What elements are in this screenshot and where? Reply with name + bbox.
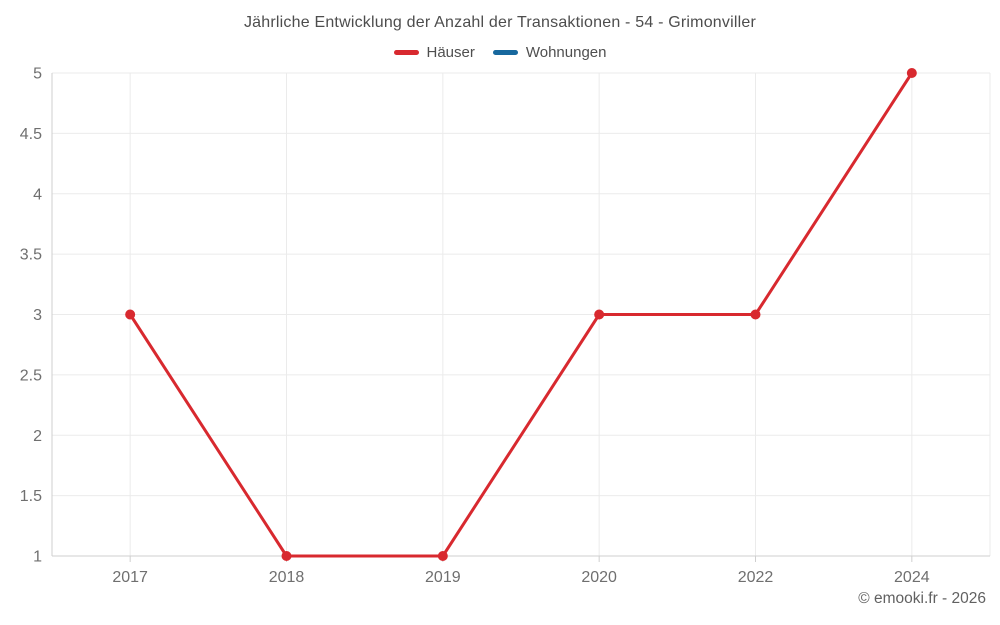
y-tick-label: 4 (33, 186, 42, 203)
data-point-hauser-2017[interactable] (125, 309, 136, 320)
y-tick-label: 1 (33, 549, 42, 566)
y-tick-label: 4.5 (20, 126, 42, 143)
legend-swatch-wohnungen (492, 50, 518, 55)
y-tick-label: 3.5 (20, 247, 42, 264)
y-tick-label: 3 (33, 307, 42, 324)
legend: Häuser Wohnungen (0, 44, 1000, 61)
legend-swatch-hauser (393, 50, 419, 55)
copyright: © emooki.fr - 2026 (858, 590, 986, 607)
x-tick-label: 2018 (269, 569, 305, 586)
legend-item-hauser[interactable]: Häuser (393, 44, 475, 61)
series-line-hauser (128, 71, 914, 558)
y-tick-label: 5 (33, 66, 42, 83)
data-point-hauser-2019[interactable] (437, 551, 448, 561)
data-point-hauser-2018[interactable] (281, 551, 292, 561)
legend-label: Wohnungen (525, 44, 607, 61)
x-tick-label: 2024 (894, 569, 930, 586)
data-point-hauser-2024[interactable] (906, 68, 917, 78)
y-tick-label: 2.5 (20, 367, 42, 384)
y-tick-label: 1.5 (20, 488, 42, 505)
x-tick-label: 2017 (112, 569, 148, 586)
data-point-hauser-2020[interactable] (594, 309, 605, 320)
legend-item-wohnungen[interactable]: Wohnungen (492, 44, 607, 61)
y-tick-label: 2 (33, 428, 42, 445)
data-point-hauser-2022[interactable] (750, 309, 761, 320)
legend-label: Häuser (426, 44, 475, 61)
x-tick-label: 2020 (581, 569, 617, 586)
x-tick-label: 2022 (738, 569, 774, 586)
x-tick-label: 2019 (425, 569, 461, 586)
chart-title: Jährliche Entwicklung der Anzahl der Tra… (243, 14, 756, 31)
